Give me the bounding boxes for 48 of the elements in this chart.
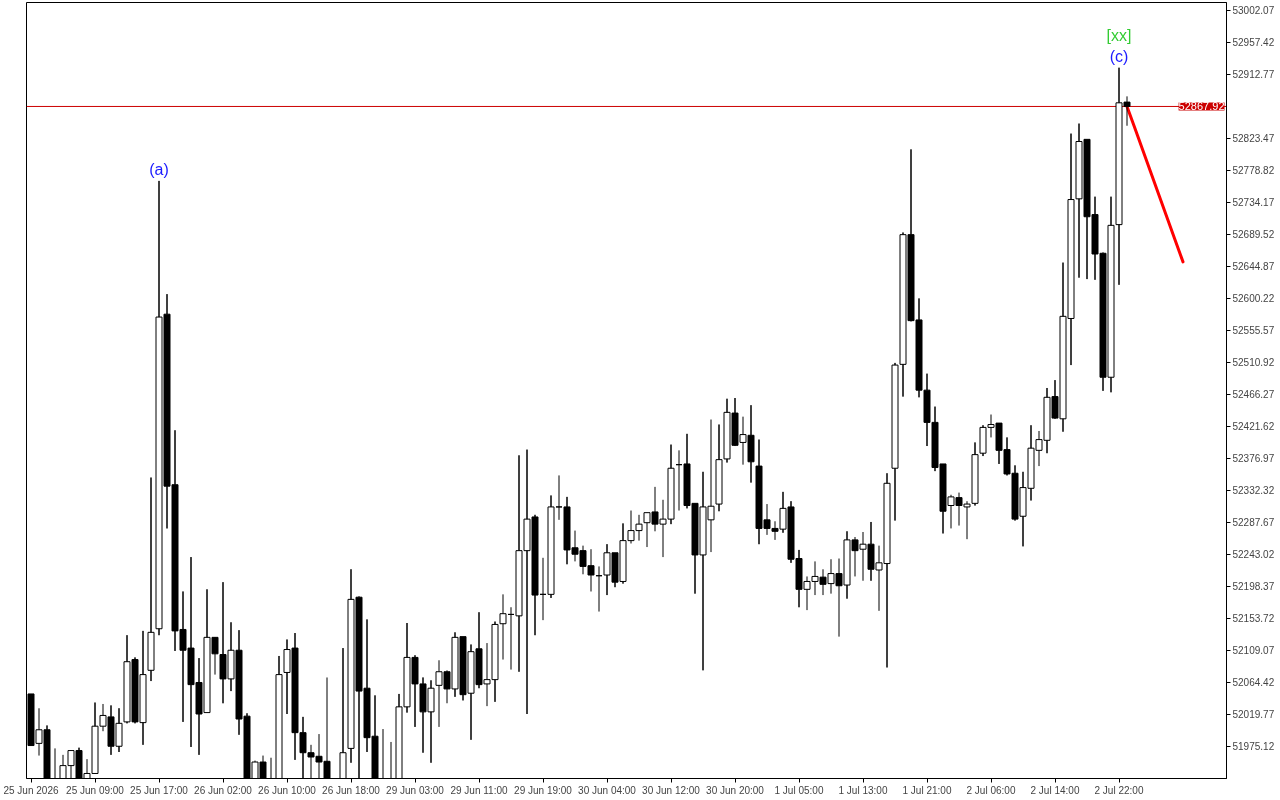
y-tick-label: 52510.92 [1232,357,1275,369]
x-tick-label: 25 Jun 09:00 [66,784,125,796]
y-tick-label: 53002.07 [1232,5,1275,17]
candlestick [971,441,979,506]
y-tick-label: 52287.67 [1232,517,1275,529]
x-tick-label: 26 Jun 10:00 [258,784,317,796]
y-tick-label: 52734.17 [1232,197,1275,209]
x-tick-label: 29 Jun 03:00 [386,784,445,796]
x-tick-label: 25 Jun 2026 [3,784,59,796]
y-tick-label: 52778.82 [1232,165,1275,177]
y-tick-label: 52064.42 [1232,677,1275,689]
y-tick-label: 52466.27 [1232,389,1275,401]
x-tick-label: 1 Jul 21:00 [902,784,952,796]
y-tick-label: 52421.62 [1232,421,1275,433]
y-tick-label: 51975.12 [1232,741,1275,753]
y-tick-label: 52600.22 [1232,293,1275,305]
y-tick-label: 52019.77 [1232,709,1275,721]
y-tick-label: 52555.57 [1232,325,1275,337]
x-tick-label: 30 Jun 20:00 [706,784,765,796]
y-tick-label: 52644.87 [1232,261,1275,273]
y-tick-label: 52332.32 [1232,485,1275,497]
x-tick-label: 2 Jul 14:00 [1030,784,1080,796]
candlestick [147,477,155,682]
x-tick-label: 29 Jun 19:00 [514,784,573,796]
y-tick-label: 52376.97 [1232,453,1275,465]
candlestick [891,362,899,522]
x-tick-label: 30 Jun 12:00 [642,784,701,796]
x-tick-label: 25 Jun 17:00 [130,784,189,796]
ref-line-label: 52867.92 [1178,100,1225,113]
y-tick-label: 52153.72 [1232,613,1275,625]
x-tick-label: 1 Jul 13:00 [838,784,888,796]
x-tick-label: 1 Jul 05:00 [774,784,824,796]
x-tick-label: 30 Jun 04:00 [578,784,637,796]
y-tick-label: 52689.52 [1232,229,1275,241]
y-tick-label: 52823.47 [1232,133,1275,145]
y-tick-label: 52912.77 [1232,69,1275,81]
y-tick-label: 52243.02 [1232,549,1275,561]
x-tick-label: 26 Jun 02:00 [194,784,253,796]
x-tick-label: 2 Jul 22:00 [1094,784,1144,796]
annotation: (c) [1109,47,1129,65]
y-tick-label: 52198.37 [1232,581,1275,593]
x-tick-label: 26 Jun 18:00 [322,784,381,796]
annotation: [xx] [1106,26,1132,44]
x-tick-label: 2 Jul 06:00 [966,784,1016,796]
annotation: (a) [149,160,169,178]
y-tick-label: 52957.42 [1232,37,1275,49]
y-tick-label: 52109.07 [1232,645,1275,657]
x-tick-label: 29 Jun 11:00 [450,784,508,796]
